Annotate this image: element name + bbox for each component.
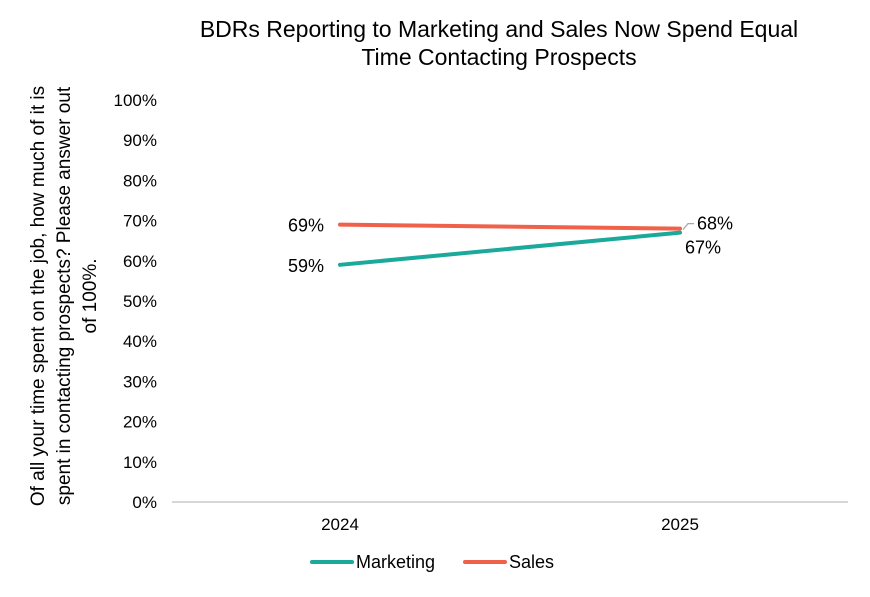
y-tick-label: 60%: [123, 252, 157, 271]
data-label-marketing-2024: 59%: [288, 256, 324, 276]
data-label-sales-2024: 69%: [288, 216, 324, 236]
legend-label-marketing: Marketing: [356, 552, 435, 572]
y-axis-ticks: 0% 10% 20% 30% 40% 50% 60% 70% 80% 90% 100%: [114, 91, 157, 512]
data-labels: 59% 69% 68% 67%: [288, 214, 733, 276]
data-label-sales-2025: 68%: [697, 214, 733, 234]
y-tick-label: 90%: [123, 131, 157, 150]
x-tick-label: 2024: [321, 515, 359, 534]
chart-title: BDRs Reporting to Marketing and Sales No…: [200, 16, 798, 70]
chart-title-line-2: Time Contacting Prospects: [361, 44, 636, 70]
y-tick-label: 10%: [123, 453, 157, 472]
legend: Marketing Sales: [310, 552, 554, 572]
leader-line-sales-2025: [682, 223, 694, 231]
y-tick-label: 80%: [123, 171, 157, 190]
chart-title-line-1: BDRs Reporting to Marketing and Sales No…: [200, 16, 798, 42]
y-tick-label: 30%: [123, 372, 157, 391]
legend-label-sales: Sales: [509, 552, 554, 572]
x-tick-label: 2025: [661, 515, 699, 534]
series-line-marketing: [338, 230, 682, 267]
y-tick-label: 40%: [123, 332, 157, 351]
y-axis-label-line-1: Of all your time spent on the job, how m…: [28, 86, 49, 506]
series-line-sales: [338, 222, 682, 231]
y-tick-label: 100%: [114, 91, 157, 110]
y-axis-label-line-3: of 100%.: [80, 259, 101, 334]
data-label-marketing-2025: 67%: [685, 238, 721, 258]
x-axis-ticks: 2024 2025: [321, 515, 699, 534]
y-tick-label: 20%: [123, 413, 157, 432]
series-lines: [338, 222, 682, 267]
y-tick-label: 50%: [123, 292, 157, 311]
y-tick-label: 70%: [123, 212, 157, 231]
y-axis-label-line-2: spent in contacting prospects? Please an…: [54, 86, 75, 505]
y-tick-label: 0%: [132, 493, 157, 512]
y-axis-label: Of all your time spent on the job, how m…: [28, 86, 101, 506]
